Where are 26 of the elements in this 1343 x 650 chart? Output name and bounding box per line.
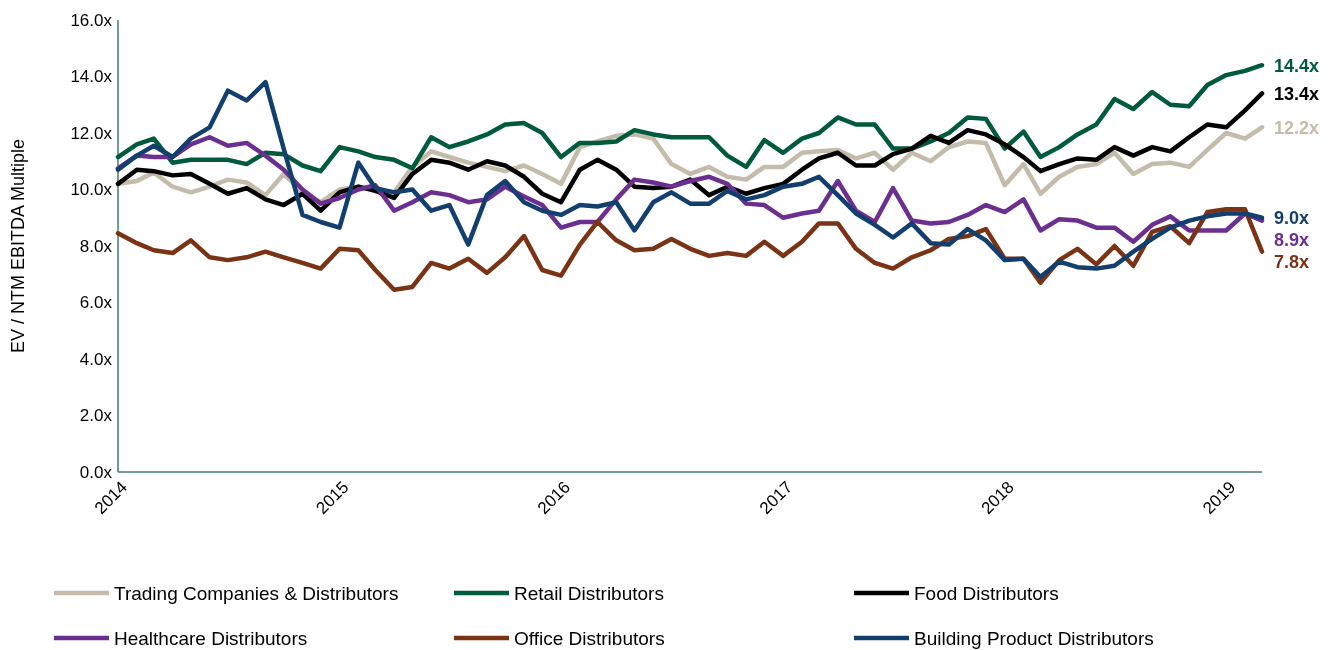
y-tick-label: 16.0x xyxy=(70,10,113,30)
legend-label: Trading Companies & Distributors xyxy=(114,582,399,604)
legend-label: Retail Distributors xyxy=(514,582,664,604)
data-label: 12.2x xyxy=(1274,117,1320,138)
line-series xyxy=(115,62,1265,174)
y-tick-label: 4.0x xyxy=(79,349,113,369)
line-series xyxy=(115,91,1265,213)
line-series xyxy=(115,79,1265,280)
data-label: 7.8x xyxy=(1274,252,1310,273)
line-series xyxy=(115,207,1265,293)
y-tick-label: 10.0x xyxy=(70,180,113,200)
data-label: 14.4x xyxy=(1274,55,1320,76)
legend-label: Office Distributors xyxy=(514,627,665,649)
y-tick-label: 14.0x xyxy=(70,67,113,87)
data-label: 8.9x xyxy=(1274,230,1310,251)
y-tick-label: 6.0x xyxy=(79,293,113,313)
data-label: 13.4x xyxy=(1274,83,1320,104)
data-label: 9.0x xyxy=(1274,208,1310,229)
legend-label: Building Product Distributors xyxy=(914,627,1154,649)
y-tick-label: 12.0x xyxy=(70,123,113,143)
y-tick-label: 2.0x xyxy=(79,406,113,426)
legend-label: Healthcare Distributors xyxy=(114,627,308,649)
legend-label: Food Distributors xyxy=(914,582,1059,604)
y-tick-label: 8.0x xyxy=(79,236,113,256)
y-axis-title: EV / NTM EBITDA Multiple xyxy=(8,138,28,354)
y-tick-label: 0.0x xyxy=(79,462,113,482)
